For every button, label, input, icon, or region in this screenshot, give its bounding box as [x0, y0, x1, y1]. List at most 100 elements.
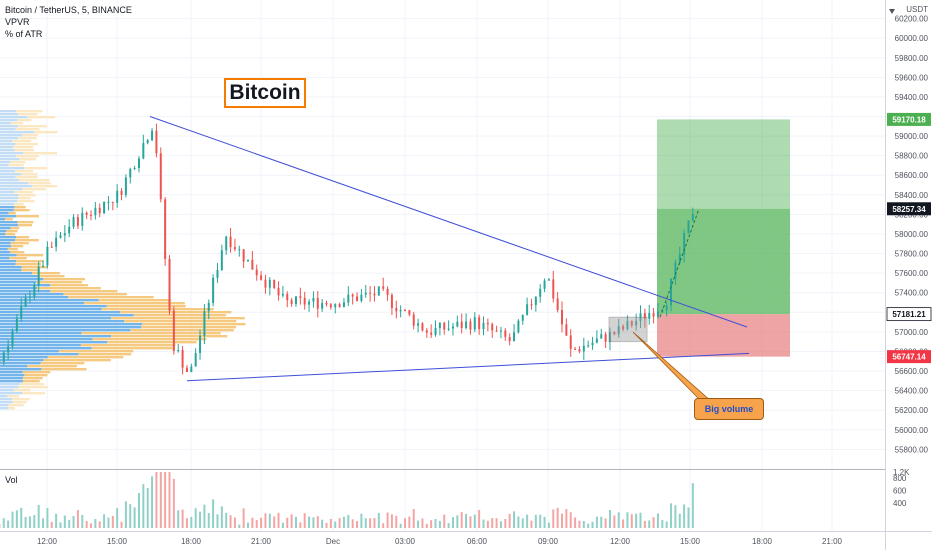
candle-body	[356, 297, 358, 301]
volume-bar	[260, 518, 262, 528]
volume-bar	[631, 514, 633, 528]
volume-bar	[448, 523, 450, 528]
volume-profile-buy-bar	[0, 326, 141, 328]
volume-bar	[77, 510, 79, 528]
indicator-vpvr[interactable]: VPVR	[5, 16, 132, 28]
volume-bar	[626, 512, 628, 528]
candle-body	[81, 213, 83, 226]
volume-profile-buy-bar	[0, 287, 37, 289]
volume-profile-buy-bar	[0, 242, 10, 244]
volume-profile-buy-bar	[0, 203, 14, 205]
volume-bar	[369, 518, 371, 528]
volume-profile-sell-bar	[13, 401, 27, 403]
volume-profile-buy-bar	[0, 257, 9, 259]
candle-body	[443, 323, 445, 330]
candle-body	[99, 208, 101, 213]
volume-profile-sell-bar	[32, 272, 60, 274]
volume-bar	[356, 521, 358, 528]
volume-bar	[400, 524, 402, 528]
chart-title-annotation[interactable]: Bitcoin	[224, 78, 306, 108]
volume-bar	[147, 488, 149, 528]
volume-bar	[321, 520, 323, 528]
candle-body	[596, 339, 598, 343]
volume-bar	[666, 521, 668, 528]
candle-body	[138, 158, 140, 168]
price-tick-label: 57000.00	[895, 328, 929, 337]
volume-profile-buy-bar	[0, 140, 12, 142]
stop-loss-zone	[657, 314, 790, 356]
volume-profile-buy-bar	[0, 323, 142, 325]
volume-bar	[600, 517, 602, 528]
price-tag-last-text: 58257.34	[892, 205, 926, 214]
take-profit-zone-upper	[657, 119, 790, 208]
candle-body	[561, 310, 563, 324]
indicator-atr[interactable]: % of ATR	[5, 28, 132, 40]
volume-profile-sell-bar	[24, 167, 47, 169]
volume-bar	[382, 523, 384, 528]
volume-profile-sell-bar	[78, 353, 131, 355]
volume-profile-sell-bar	[10, 242, 28, 244]
price-tick-label: 59800.00	[895, 54, 929, 63]
consolidation-box[interactable]	[609, 317, 647, 341]
candle-body	[147, 140, 149, 143]
volume-profile-sell-bar	[41, 362, 85, 364]
volume-bar	[526, 515, 528, 528]
volume-profile-sell-bar	[12, 398, 30, 400]
candle-body	[64, 233, 66, 235]
volume-profile-buy-bar	[0, 161, 10, 163]
volume-bar	[618, 512, 620, 528]
volume-profile-buy-bar	[0, 380, 23, 382]
volume-profile-sell-bar	[11, 245, 23, 247]
volume-bar	[278, 513, 280, 528]
volume-bar	[439, 521, 441, 528]
volume-bar	[129, 504, 131, 528]
volume-profile-sell-bar	[68, 296, 153, 298]
candle-body	[478, 317, 480, 329]
volume-bar	[225, 513, 227, 528]
volume-profile-buy-bar	[0, 200, 17, 202]
time-tick-label: 18:00	[752, 537, 773, 546]
volume-bar	[203, 505, 205, 528]
volume-profile-sell-bar	[18, 224, 32, 226]
big-volume-callout[interactable]: Big volume	[694, 398, 764, 420]
candle-body	[68, 227, 70, 233]
candle-body	[539, 289, 541, 297]
candle-body	[400, 310, 402, 311]
volume-profile-sell-bar	[11, 122, 23, 124]
volume-bar	[103, 514, 105, 528]
volume-bar	[212, 499, 214, 528]
candle-body	[59, 235, 61, 237]
volume-bar	[653, 517, 655, 528]
price-tick-label: 59000.00	[895, 132, 929, 141]
volume-bar	[64, 516, 66, 528]
candle-body	[29, 297, 31, 298]
volume-bar	[99, 521, 101, 528]
volume-bar	[430, 520, 432, 528]
volume-bar	[299, 522, 301, 528]
candle-body	[42, 266, 44, 267]
volume-profile-buy-bar	[0, 209, 14, 211]
volume-bar	[308, 517, 310, 528]
time-tick-label: 12:00	[37, 537, 58, 546]
volume-pane-label[interactable]: Vol	[5, 475, 18, 485]
volume-profile-sell-bar	[32, 185, 57, 187]
time-tick-label: 21:00	[251, 537, 272, 546]
volume-profile-sell-bar	[22, 266, 48, 268]
volume-profile-buy-bar	[0, 215, 16, 217]
take-profit-zone	[657, 209, 790, 314]
volume-profile-buy-bar	[0, 311, 120, 313]
candle-body	[679, 254, 681, 263]
volume-profile-sell-bar	[99, 299, 171, 301]
volume-bar	[443, 515, 445, 528]
volume-profile-buy-bar	[0, 347, 92, 349]
volume-bar	[421, 518, 423, 528]
volume-profile-buy-bar	[0, 377, 23, 379]
volume-bar	[509, 514, 511, 528]
candle-body	[365, 293, 367, 295]
candle-body	[491, 324, 493, 330]
candle-body	[583, 346, 585, 352]
symbol-title[interactable]: Bitcoin / TetherUS, 5, BINANCE	[5, 4, 132, 16]
volume-profile-buy-bar	[0, 356, 48, 358]
volume-bar	[413, 509, 415, 528]
